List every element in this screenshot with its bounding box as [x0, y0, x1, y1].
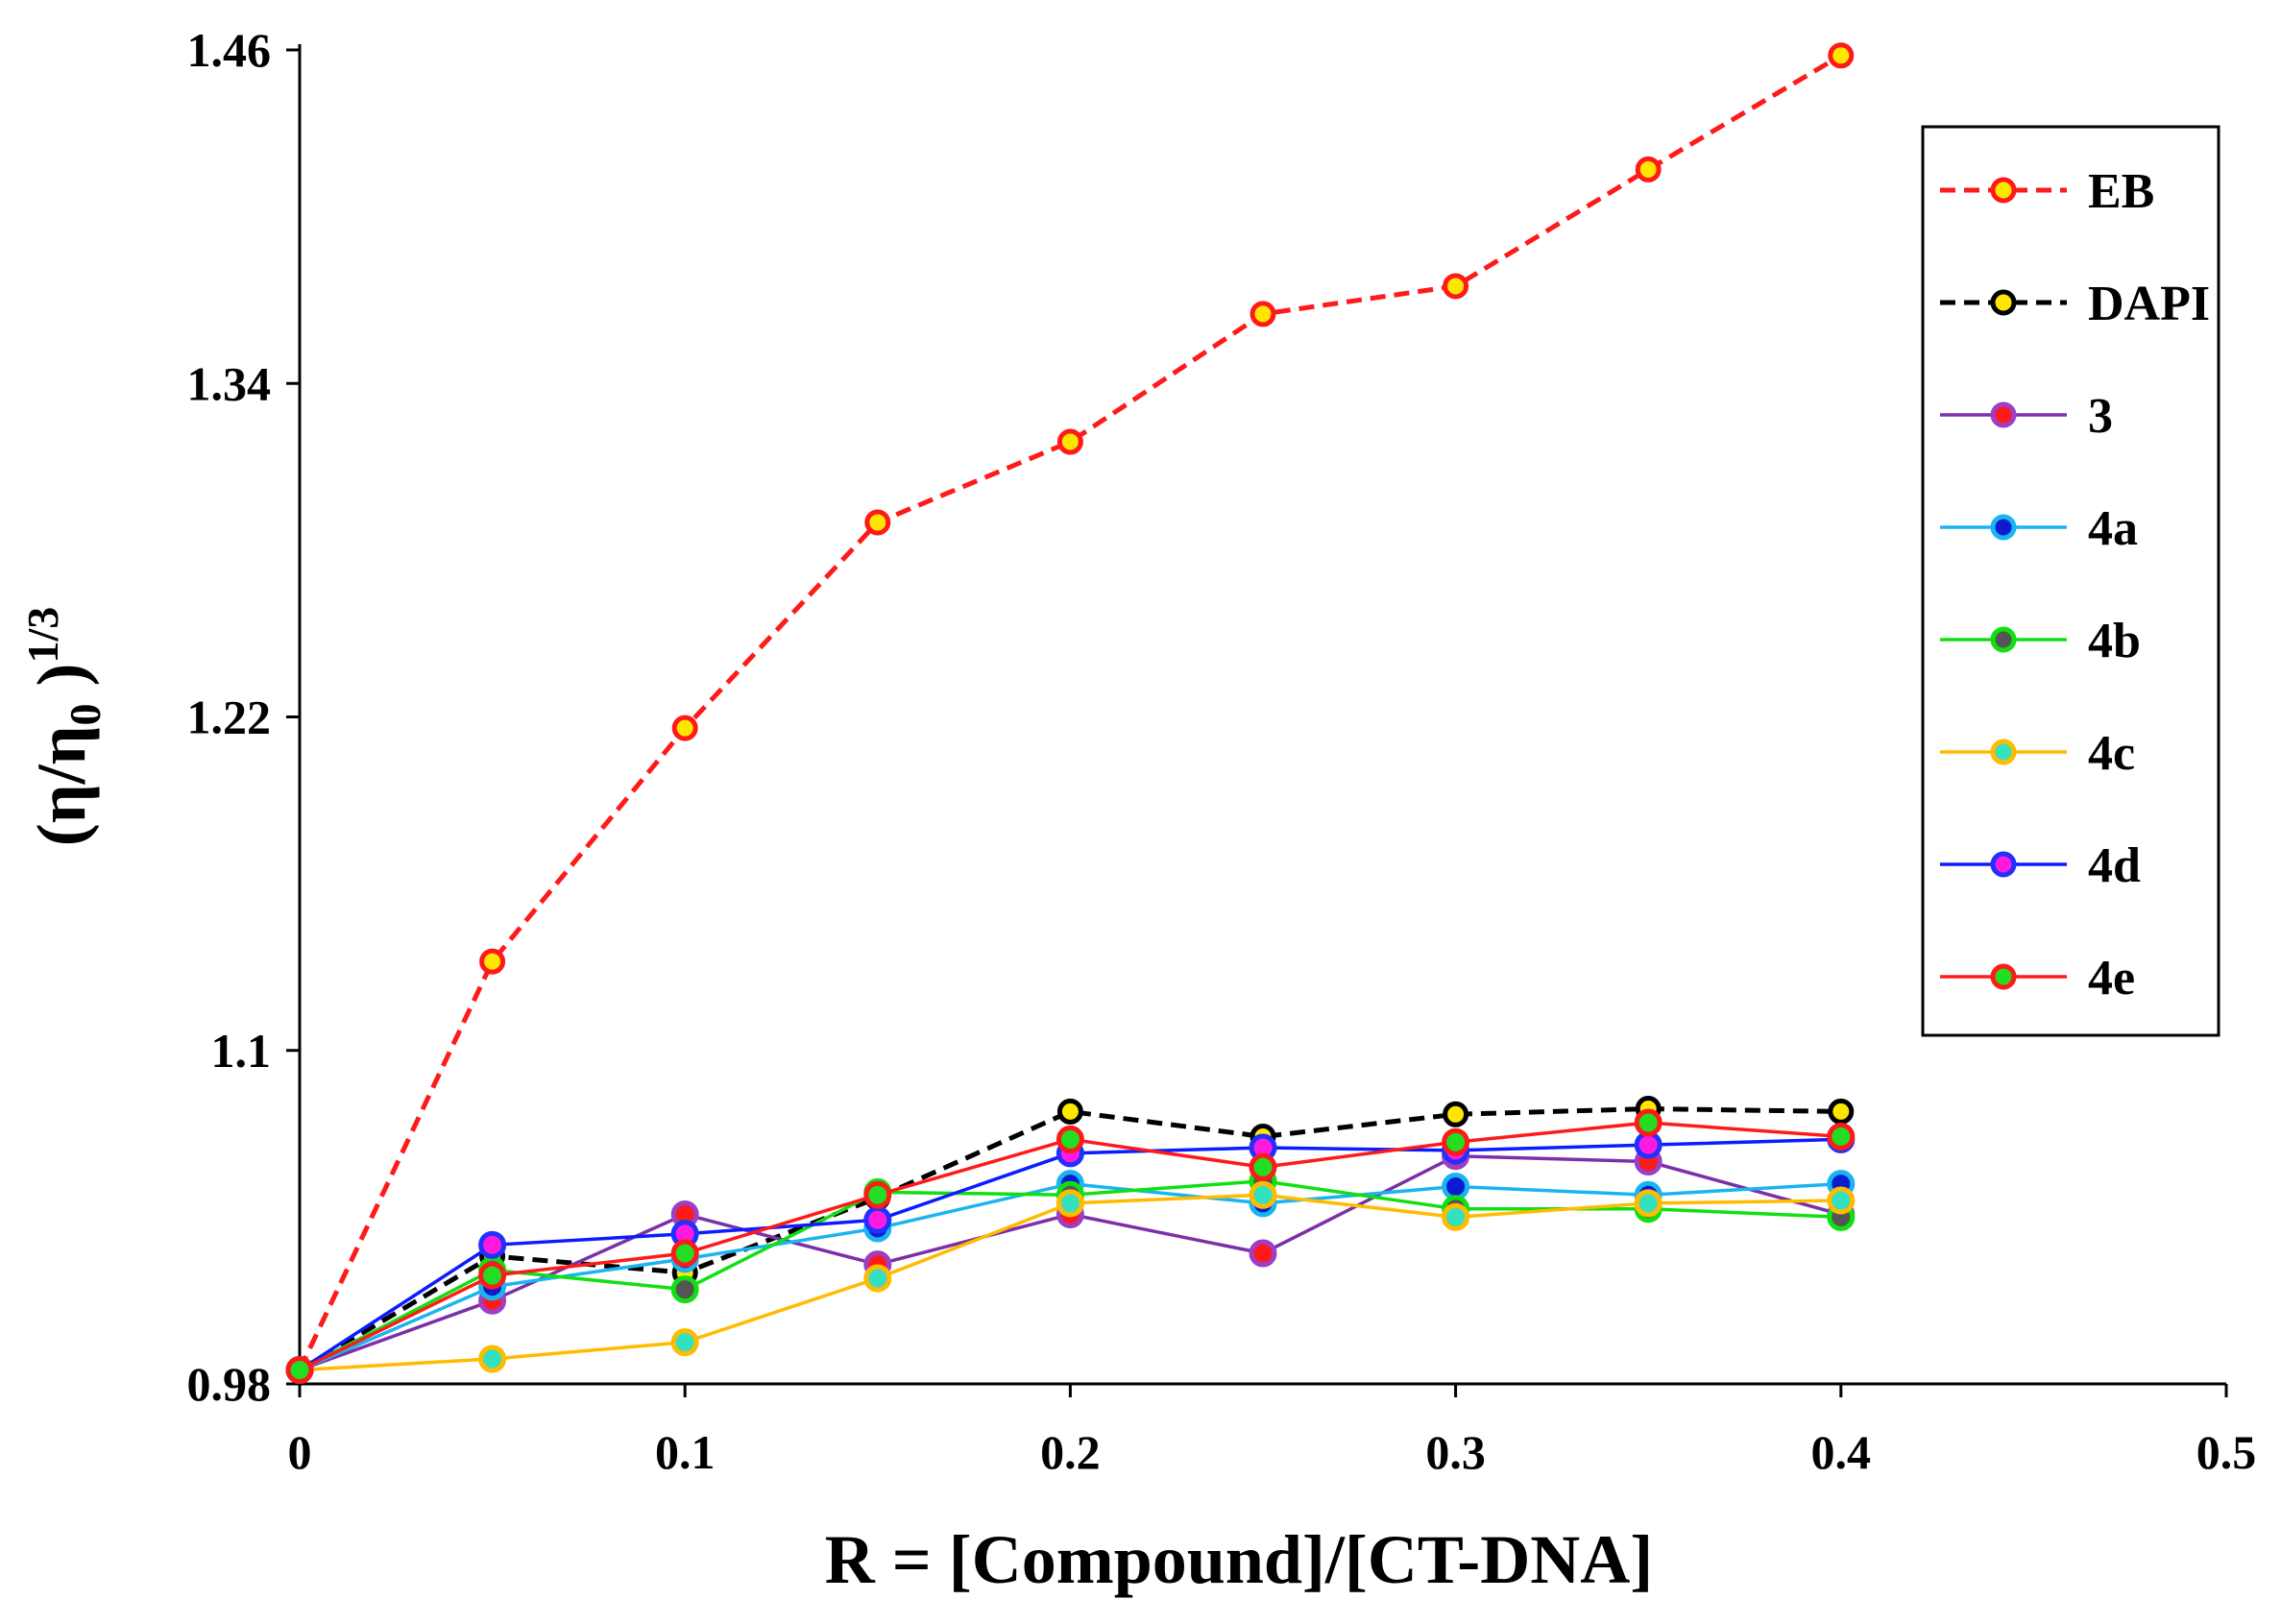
legend-label-4c: 4c	[2088, 726, 2135, 781]
y-title-sup: 1/3	[18, 607, 67, 664]
point-4a	[1442, 1173, 1470, 1201]
y-tick-label: 1.1	[211, 1024, 272, 1078]
point-4d	[1634, 1130, 1662, 1159]
y-tick-label: 1.46	[187, 23, 272, 77]
point-EB	[479, 948, 506, 975]
legend-item-4b: 4b	[1940, 614, 2141, 668]
x-tick-label: 0.2	[1040, 1425, 1101, 1479]
point-EB	[1056, 428, 1083, 455]
legend-label-EB: EB	[2088, 164, 2154, 219]
point-4c	[1056, 1189, 1084, 1218]
legend-marker-DAPI	[1990, 289, 2017, 316]
point-4e	[863, 1180, 892, 1209]
x-tick-label: 0.4	[1811, 1425, 1872, 1479]
legend-label-4d: 4d	[2088, 838, 2141, 893]
legend: EB DAPI 3 4a 4b 4c 4d 4e	[1921, 125, 2220, 1037]
point-4c	[478, 1345, 507, 1373]
point-EB	[1443, 273, 1469, 300]
series-layer	[285, 42, 1856, 1385]
legend-item-DAPI: DAPI	[1940, 277, 2210, 331]
point-4c	[1827, 1186, 1856, 1215]
point-4e	[1249, 1152, 1277, 1181]
y-title-sub: 0	[61, 704, 109, 726]
point-EB	[864, 509, 891, 536]
y-axis-title: (η/η0 )1/3	[18, 607, 109, 847]
series-line-EB	[297, 53, 1843, 1371]
series-4d	[285, 1125, 1856, 1385]
legend-label-4a: 4a	[2088, 501, 2138, 556]
point-4e	[1827, 1122, 1856, 1151]
y-tick-label: 0.98	[187, 1357, 272, 1411]
point-4c	[1442, 1202, 1470, 1231]
point-4c	[1249, 1180, 1277, 1209]
x-tick-label: 0.3	[1425, 1425, 1486, 1479]
y-title-close: )	[23, 664, 100, 704]
point-4d	[478, 1230, 507, 1259]
axes: 0.98 1.1 1.22 1.34 1.46 0 0.1 0.2 0.3 0.4 0.5	[187, 23, 2257, 1479]
legend-label-4e: 4e	[2088, 951, 2135, 1006]
point-EB	[1828, 42, 1855, 69]
x-tick-label: 0	[288, 1425, 312, 1479]
x-tick-label: 0.1	[655, 1425, 716, 1479]
point-4d	[863, 1205, 892, 1234]
point-4b	[670, 1275, 699, 1304]
legend-label-4b: 4b	[2088, 614, 2141, 668]
legend-label-DAPI: DAPI	[2088, 277, 2210, 331]
y-tick-label: 1.34	[187, 356, 272, 410]
legend-marker-EB	[1990, 177, 2017, 204]
point-4e	[1442, 1127, 1470, 1156]
legend-item-3: 3	[1940, 389, 2113, 444]
legend-label-3: 3	[2088, 389, 2113, 444]
y-tick-label: 1.22	[187, 691, 272, 744]
point-EB	[1250, 301, 1276, 327]
legend-box	[1921, 125, 2220, 1037]
point-EB	[1635, 156, 1662, 182]
point-4e	[1056, 1125, 1084, 1153]
point-4c	[863, 1264, 892, 1293]
legend-item-EB: EB	[1940, 164, 2154, 219]
point-4e	[478, 1261, 507, 1290]
y-title-base: (η/η	[23, 726, 100, 847]
point-EB	[671, 715, 698, 741]
point-3	[1249, 1239, 1277, 1268]
legend-item-4c: 4c	[1940, 726, 2135, 781]
point-4c	[670, 1328, 699, 1357]
legend-marker-3	[1990, 401, 2017, 428]
point-4e	[670, 1239, 699, 1268]
point-DAPI	[1443, 1101, 1469, 1127]
point-DAPI	[1828, 1098, 1855, 1125]
y-axis-title-text: (η/η0 )1/3	[18, 607, 109, 847]
legend-item-4e: 4e	[1940, 951, 2135, 1006]
legend-marker-4b	[1990, 626, 2017, 653]
legend-marker-4d	[1990, 851, 2017, 878]
point-4c	[1634, 1189, 1662, 1218]
point-4e	[285, 1356, 314, 1385]
series-4e	[285, 1108, 1856, 1385]
x-tick-label: 0.5	[2196, 1425, 2257, 1479]
series-line-DAPI	[298, 1106, 1841, 1372]
legend-item-4a: 4a	[1940, 501, 2138, 556]
legend-item-4d: 4d	[1940, 838, 2141, 893]
legend-marker-4e	[1990, 963, 2017, 990]
point-DAPI	[1056, 1098, 1083, 1125]
legend-marker-4a	[1990, 514, 2017, 541]
legend-marker-4c	[1990, 739, 2017, 765]
point-4e	[1634, 1108, 1662, 1137]
x-axis-title: R = [Compound]/[CT-DNA]	[825, 1521, 1653, 1598]
